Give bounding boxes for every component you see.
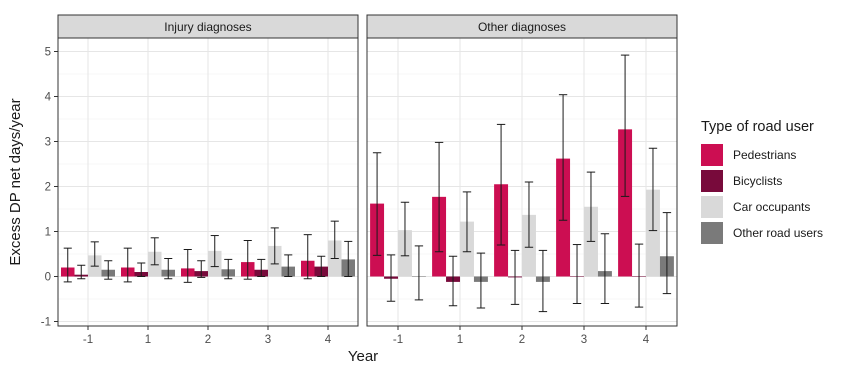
x-tick-label: 4 [325,334,332,346]
y-tick-label: 3 [45,137,51,149]
legend-swatch [701,222,723,244]
x-tick-label: 1 [145,334,151,346]
x-tick-label: -1 [393,334,403,346]
x-tick-label: 2 [519,334,525,346]
x-tick-label: -1 [83,334,93,346]
facet-title: Other diagnoses [478,20,566,34]
y-axis-label: Excess DP net days/year [7,98,24,265]
legend-label: Bicyclists [733,174,782,188]
legend-swatch [701,144,723,166]
x-tick-label: 2 [205,334,211,346]
y-tick-label: -1 [41,317,51,329]
y-tick-label: 1 [45,227,51,239]
facet-title: Injury diagnoses [164,20,251,34]
legend-label: Other road users [733,226,823,240]
y-tick-label: 5 [45,47,51,59]
legend-swatch [701,196,723,218]
x-tick-label: 3 [581,334,587,346]
bar [646,189,660,277]
y-tick-label: 2 [45,182,51,194]
legend-label: Pedestrians [733,148,796,162]
x-tick-label: 4 [643,334,650,346]
legend-label: Car occupants [733,200,810,214]
x-tick-label: 3 [265,334,271,346]
legend-swatch [701,170,723,192]
legend-title: Type of road user [701,119,814,135]
y-tick-label: 0 [45,272,51,284]
x-axis-label: Year [348,348,378,365]
bar [618,129,633,277]
x-tick-label: 1 [457,334,463,346]
y-tick-label: 4 [45,92,52,104]
